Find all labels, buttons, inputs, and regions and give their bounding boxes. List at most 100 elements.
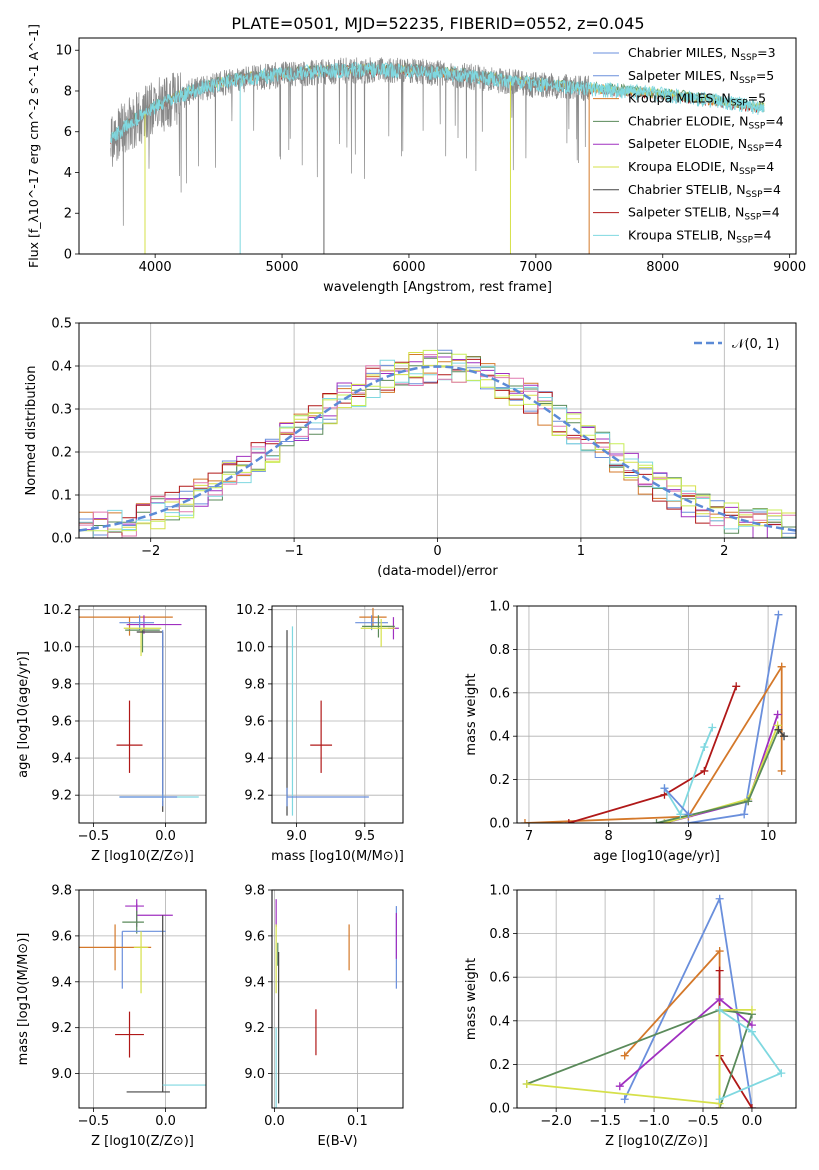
y-tick-label: 9.8 xyxy=(51,677,72,692)
spectrum-panel: 4000 5000 6000 7000 8000 9000 0 2 4 6 8 10 Chabrier … xyxy=(26,24,806,295)
mass-weight-marker xyxy=(684,810,693,819)
x-tick-label: −1 xyxy=(285,544,304,559)
mass-weight-marker xyxy=(774,610,783,619)
mass-weight-line xyxy=(624,948,721,1108)
legend-entry: Salpeter MILES, NSSP=5 xyxy=(628,68,774,86)
y-tick-label: 0.4 xyxy=(489,730,510,745)
y-tick-label: 0.4 xyxy=(51,360,72,375)
mass-weight-marker xyxy=(615,1082,624,1091)
mass-weight-line xyxy=(568,685,738,823)
x-tick-label: 8000 xyxy=(646,260,679,275)
mass_weight_vs_age-panel: 7 8 9 10 0.0 0.2 0.4 0.6 0.8 1.0 age [log10(age/yr… xyxy=(464,600,797,864)
axes-frame xyxy=(271,889,404,1109)
y-tick-label: 0 xyxy=(64,248,72,263)
mass-weight-line xyxy=(526,1009,752,1105)
x-tick-label: −2 xyxy=(141,544,160,559)
y-tick-label: 10.2 xyxy=(43,603,72,618)
mass-weight-marker xyxy=(652,819,661,823)
y-tick-label: 0.2 xyxy=(489,773,510,788)
y-tick-label: 0.0 xyxy=(489,817,510,832)
legend-entry: Salpeter ELODIE, NSSP=4 xyxy=(628,136,783,154)
y-tick-label: 0.2 xyxy=(51,446,72,461)
mass-weight-marker xyxy=(773,721,782,730)
mass_vs_Z-panel: −0.5 0.0 9.0 9.2 9.4 9.6 9.8 Z [log10(Z/Z⊙)] mas… xyxy=(16,884,207,1149)
mass-weight-marker xyxy=(777,766,786,775)
x-tick-label: 0.0 xyxy=(155,1114,176,1129)
spectrum-plot-area xyxy=(110,57,765,254)
axes-frame xyxy=(516,605,797,824)
x-tick-label: −2.0 xyxy=(540,1114,572,1129)
x-axis-label: wavelength [Angstrom, rest frame] xyxy=(323,280,552,295)
x-tick-label: 0.0 xyxy=(742,1114,763,1129)
x-tick-label: −0.5 xyxy=(687,1114,719,1129)
x-tick-label: 6000 xyxy=(392,260,425,275)
x-tick-label: −1.0 xyxy=(638,1114,670,1129)
mass-weight-line xyxy=(719,1009,783,1101)
kroupa-stelib-model-line xyxy=(110,62,765,144)
y-tick-label: 9.8 xyxy=(244,884,265,899)
mass-weight-line xyxy=(663,727,714,817)
mass-weight-marker xyxy=(777,662,786,671)
mass-weight-marker xyxy=(747,1104,756,1108)
age_vs_mass-panel: 9.0 9.5 9.2 9.4 9.6 9.8 10.0 10.2 mass [log10(M/… xyxy=(236,603,404,864)
mass-weight-marker xyxy=(732,682,741,691)
y-tick-label: 9.0 xyxy=(51,1067,72,1082)
mass-weight-marker xyxy=(715,1005,724,1014)
y-tick-label: 8 xyxy=(64,84,72,99)
axes-frame xyxy=(78,889,207,1109)
y-tick-label: 1.0 xyxy=(489,884,510,899)
y-tick-label: 0.2 xyxy=(489,1058,510,1073)
y-tick-label: 0.3 xyxy=(51,403,72,418)
legend-entry: Kroupa STELIB, NSSP=4 xyxy=(628,227,772,245)
y-tick-label: 1.0 xyxy=(489,600,510,615)
y-tick-label: 9.4 xyxy=(51,975,72,990)
x-tick-label: 0 xyxy=(433,544,441,559)
x-tick-label: 7000 xyxy=(519,260,552,275)
x-tick-label: 8 xyxy=(605,829,613,844)
y-tick-label: 10.0 xyxy=(236,640,265,655)
residual-histogram xyxy=(79,349,796,538)
mass-weight-line xyxy=(688,614,780,823)
y-tick-label: 9.6 xyxy=(244,929,265,944)
y-tick-label: 9.4 xyxy=(244,752,265,767)
mass-weight-marker xyxy=(620,1051,629,1060)
y-axis-label: Normed distribution xyxy=(24,366,39,496)
legend-entry: 𝒩(0, 1) xyxy=(732,337,779,352)
y-tick-label: 10 xyxy=(55,44,72,59)
y-tick-label: 2 xyxy=(64,207,72,222)
mass-weight-marker xyxy=(715,966,724,975)
x-axis-label: E(B-V) xyxy=(317,1134,357,1149)
y-axis-label: mass [log10(M/M⊙)] xyxy=(16,933,31,1066)
mass_weight_vs_Z-panel: −2.0 −1.5 −1.0 −0.5 0.0 0.0 0.2 0.4 0.6 0.8 1.0 Z [… xyxy=(464,884,797,1149)
y-axis-label: age [log10(age/yr)] xyxy=(16,651,31,778)
mass-weight-marker xyxy=(708,723,717,732)
y-tick-label: 4 xyxy=(64,166,72,181)
y-tick-label: 6 xyxy=(64,125,72,140)
legend-entry: Chabrier MILES, NSSP=3 xyxy=(628,45,776,63)
x-tick-label: −0.5 xyxy=(78,829,110,844)
residuals-panel: −2 −1 0 1 2 0.0 0.1 0.2 0.3 0.4 0.5 𝒩(0, 1) (data-mo… xyxy=(24,317,797,579)
normal-reference-curve xyxy=(79,365,796,532)
y-tick-label: 9.2 xyxy=(51,789,72,804)
x-tick-label: 7 xyxy=(525,829,533,844)
y-tick-label: 9.2 xyxy=(51,1021,72,1036)
legend-entry: Kroupa ELODIE, NSSP=4 xyxy=(628,159,774,177)
x-axis-label: (data-model)/error xyxy=(377,564,498,579)
x-tick-label: −1.5 xyxy=(589,1114,621,1129)
mass-weight-marker xyxy=(715,995,724,1003)
mass_vs_ebv-panel: 0.0 0.1 9.0 9.2 9.4 9.6 9.8 E(B-V) xyxy=(244,884,404,1149)
x-axis-label: Z [log10(Z/Z⊙)] xyxy=(605,1134,708,1149)
x-axis-label: mass [log10(M/M⊙)] xyxy=(271,849,404,864)
legend-entry: Chabrier ELODIE, NSSP=4 xyxy=(628,113,784,131)
x-tick-label: 1 xyxy=(577,544,585,559)
y-tick-label: 9.0 xyxy=(244,1067,265,1082)
x-tick-label: 4000 xyxy=(139,260,172,275)
y-tick-label: 0.4 xyxy=(489,1014,510,1029)
x-tick-label: 5000 xyxy=(265,260,298,275)
y-axis-label: mass weight xyxy=(464,673,479,755)
y-tick-label: 10.0 xyxy=(43,640,72,655)
mass-weight-line xyxy=(656,729,780,823)
axes-frame xyxy=(78,605,207,824)
mass-weight-line xyxy=(777,729,785,737)
